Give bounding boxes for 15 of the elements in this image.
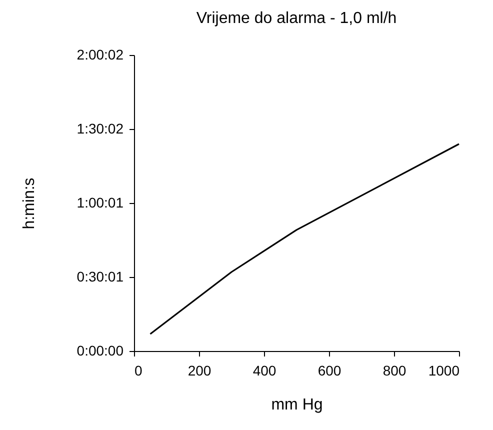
y-tick-label: 2:00:02 bbox=[76, 46, 124, 62]
x-tick-label: 200 bbox=[188, 362, 212, 378]
x-tick-label: 600 bbox=[318, 362, 342, 378]
line-series bbox=[149, 143, 460, 335]
y-axis-title: h:min:s bbox=[20, 178, 38, 230]
x-axis-title: mm Hg bbox=[271, 396, 323, 414]
chart-title: Vrijeme do alarma - 1,0 ml/h bbox=[196, 10, 397, 27]
x-tick-label: 800 bbox=[382, 362, 406, 378]
y-tick-label: 1:30:02 bbox=[76, 120, 124, 136]
y-tick-label: 0:00:00 bbox=[76, 342, 124, 358]
y-tick-label: 0:30:01 bbox=[76, 268, 124, 284]
x-tick-label: 0 bbox=[134, 362, 142, 378]
x-tick-label: 400 bbox=[252, 362, 276, 378]
y-tick-label: 1:00:01 bbox=[76, 194, 124, 210]
x-tick-label: 1000 bbox=[428, 362, 460, 378]
